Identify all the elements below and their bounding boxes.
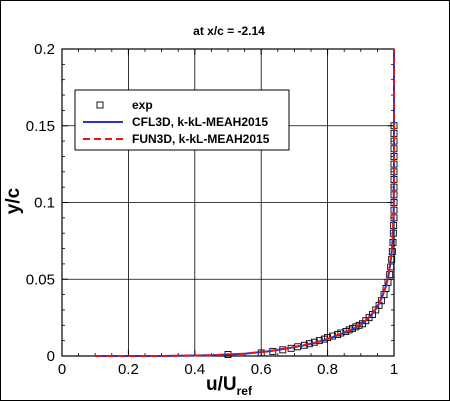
x-tick-label: 1 xyxy=(390,361,398,378)
fun3d-line xyxy=(95,49,395,357)
legend-label-0: exp xyxy=(132,98,153,112)
y-axis: 0 0.05 0.1 0.15 0.2 xyxy=(26,41,394,365)
x-tick-label: 0.2 xyxy=(118,361,139,378)
x-tick-label: 0 xyxy=(58,361,66,378)
y-axis-title: y/c xyxy=(3,187,24,214)
legend-label-2: FUN3D, k-kL-MEAH2015 xyxy=(132,132,270,146)
series-layer xyxy=(95,49,398,358)
y-tick-label: 0.15 xyxy=(26,118,55,135)
x-axis-title: u/Uref xyxy=(206,374,253,398)
x-tick-label: 0.4 xyxy=(184,361,205,378)
y-tick-label: 0.05 xyxy=(26,271,55,288)
x-axis-label-subscript: ref xyxy=(237,384,253,398)
x-axis-label: u/U xyxy=(206,374,237,395)
series-2 xyxy=(95,49,395,357)
y-tick-label: 0.1 xyxy=(34,195,55,212)
x-tick-label: 0.6 xyxy=(251,361,272,378)
legend-marker-exp xyxy=(96,101,104,109)
y-tick-label: 0 xyxy=(47,348,55,365)
legend-label-1: CFL3D, k-kL-MEAH2015 xyxy=(132,115,268,129)
legend: exp CFL3D, k-kL-MEAH2015 FUN3D, k-kL-MEAH2… xyxy=(74,89,290,151)
chart-title: at x/c = -2.14 xyxy=(193,24,265,38)
x-tick-label: 0.8 xyxy=(317,361,338,378)
x-axis: 0 0.2 0.4 0.6 0.8 1 xyxy=(58,49,398,378)
y-tick-label: 0.2 xyxy=(34,41,55,58)
series-0 xyxy=(224,122,398,358)
